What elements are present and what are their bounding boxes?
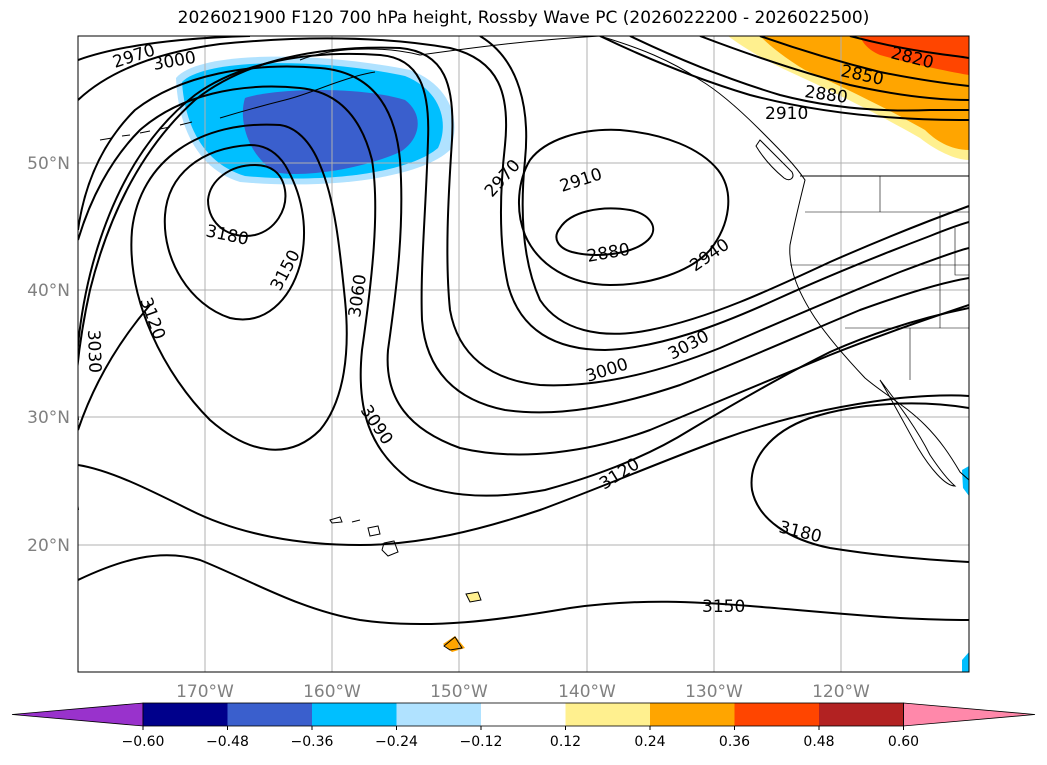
lat-label: 30°N: [27, 408, 70, 428]
colorbar-tick-label: 0.48: [803, 734, 834, 750]
colorbar-tick-label: 0.12: [550, 734, 581, 750]
contour-3120-south: [78, 394, 969, 547]
hawaiian-islands: [329, 516, 399, 557]
small-island-2: [443, 636, 463, 651]
colorbar-segment: [312, 703, 397, 726]
contour-3180-west: [206, 163, 287, 237]
colorbar-segment: [396, 703, 481, 726]
colorbar-tick-label: 0.24: [634, 734, 665, 750]
contour-2910: [518, 128, 730, 287]
map-title: 2026021900 F120 700 hPa height, Rossby W…: [177, 8, 870, 28]
contour-2880-east: [699, 36, 969, 101]
contour-3030: [78, 52, 969, 420]
lon-label: 120°W: [812, 682, 870, 702]
contour-label: 2910: [557, 164, 604, 196]
colorbar-segment: [734, 703, 819, 726]
contour-label: 3120: [135, 295, 169, 342]
contour-3150-south: [78, 554, 969, 626]
positive-anomaly-spot-2: [466, 592, 481, 602]
colorbar-segment: [565, 703, 650, 726]
negative-anomaly-strong: [242, 90, 418, 174]
contour-label: 3000: [583, 354, 630, 386]
lon-label: 170°W: [176, 682, 234, 702]
colorbar-tick-label: 0.36: [719, 734, 750, 750]
colorbar-segment: [819, 703, 904, 726]
contour-3150-west: [163, 143, 306, 321]
colorbar-segment: [650, 703, 735, 726]
lon-label: 150°W: [430, 682, 488, 702]
vancouver-island: [755, 139, 794, 181]
contour-label: 2880: [585, 240, 631, 267]
colorbar-tick-label: −0.24: [375, 734, 418, 750]
lon-label: 140°W: [558, 682, 616, 702]
contour-label: 2940: [686, 235, 733, 276]
contour-2940: [78, 36, 969, 335]
lon-label: 130°W: [685, 682, 743, 702]
contour-2850: [759, 36, 969, 87]
north-america-coast: [299, 36, 969, 481]
negative-anomaly-edge-2: [962, 652, 969, 672]
contour-label: 3180: [204, 221, 250, 250]
aleutian-islands: [99, 121, 193, 141]
contour-2880-low: [555, 207, 655, 256]
colorbar-tick-label: −0.60: [122, 734, 165, 750]
lon-label: 160°W: [303, 682, 361, 702]
contour-label: 3150: [702, 597, 745, 617]
plot-frame: [77, 35, 970, 673]
contour-2970: [78, 37, 969, 352]
colorbar-frame: [142, 702, 904, 727]
contour-3000: [78, 46, 969, 510]
contour-2910-east: [629, 36, 969, 112]
coastlines: [99, 36, 969, 651]
contour-3120-west: [130, 123, 348, 451]
state-borders: [790, 176, 969, 380]
small-island-1: [465, 591, 482, 603]
colorbar-tick-label: −0.36: [291, 734, 334, 750]
contour-label: 2910: [765, 104, 808, 124]
contour-label: 3090: [356, 402, 397, 449]
lat-label: 20°N: [27, 536, 70, 556]
colorbar-tick-label: −0.12: [460, 734, 503, 750]
colorbar-arrow-high: [903, 702, 1036, 727]
baja-california: [879, 379, 957, 487]
contour-label: 3030: [83, 329, 104, 373]
contour-label: 2970: [110, 40, 157, 72]
contour-3060: [78, 65, 969, 456]
lat-label: 50°N: [27, 154, 70, 174]
colorbar-arrow-low: [11, 702, 144, 727]
negative-anomaly-edge-1: [962, 466, 969, 496]
lat-label: 40°N: [27, 281, 70, 301]
contour-3030-southwest: [78, 304, 151, 431]
contour-3180-south: [750, 402, 969, 563]
colorbar-segment: [227, 703, 312, 726]
contour-2820: [849, 36, 969, 59]
latitude-labels: 50°N 40°N 30°N 20°N: [27, 154, 70, 556]
map-plot-area: 2970 3000 3180 3150 3120 3060 3030 3090 …: [78, 36, 969, 672]
contour-3090: [78, 85, 969, 497]
positive-anomaly-medium: [760, 36, 969, 150]
colorbar-tick-label: −0.48: [206, 734, 249, 750]
colorbar: −0.60 −0.48 −0.36 −0.24 −0.12 0.12 0.24 0.36 0.4…: [11, 702, 1036, 750]
colorbar-segment: [143, 703, 228, 726]
longitude-labels: 170°W 160°W 150°W 140°W 130°W 120°W: [176, 682, 870, 702]
contour-2940-east: [599, 36, 969, 121]
colorbar-segment: [481, 703, 566, 726]
height-contours: [78, 36, 969, 626]
colorbar-tick-label: 0.60: [888, 734, 919, 750]
contour-label: 3120: [596, 454, 643, 494]
contour-label: 3180: [777, 517, 824, 547]
